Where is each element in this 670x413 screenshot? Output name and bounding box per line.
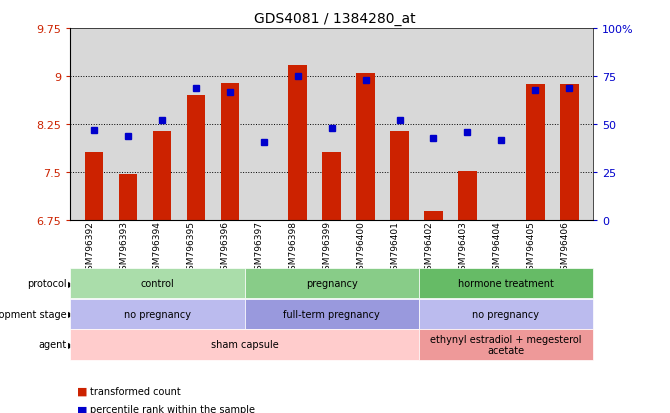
Text: GSM796395: GSM796395 bbox=[187, 221, 196, 276]
Bar bbox=[85, 152, 103, 221]
Text: full-term pregnancy: full-term pregnancy bbox=[283, 309, 380, 319]
Text: development stage: development stage bbox=[0, 309, 67, 319]
Text: GSM796398: GSM796398 bbox=[289, 221, 297, 276]
Text: GSM796393: GSM796393 bbox=[119, 221, 128, 276]
Bar bbox=[458, 172, 477, 221]
Text: no pregnancy: no pregnancy bbox=[472, 309, 539, 319]
Bar bbox=[119, 175, 137, 221]
Bar bbox=[560, 85, 578, 221]
Text: GSM796402: GSM796402 bbox=[425, 221, 433, 275]
Text: GSM796404: GSM796404 bbox=[492, 221, 501, 275]
Bar bbox=[288, 66, 307, 221]
Text: sham capsule: sham capsule bbox=[210, 339, 279, 350]
Text: protocol: protocol bbox=[27, 278, 67, 289]
Text: GSM796392: GSM796392 bbox=[85, 221, 94, 276]
Text: hormone treatment: hormone treatment bbox=[458, 278, 554, 289]
Text: GSM796400: GSM796400 bbox=[356, 221, 366, 276]
Text: percentile rank within the sample: percentile rank within the sample bbox=[90, 404, 255, 413]
Bar bbox=[153, 132, 172, 221]
Text: GSM796401: GSM796401 bbox=[391, 221, 399, 276]
Text: GSM796405: GSM796405 bbox=[526, 221, 535, 276]
Text: GSM796403: GSM796403 bbox=[458, 221, 468, 276]
Text: no pregnancy: no pregnancy bbox=[124, 309, 191, 319]
Text: agent: agent bbox=[39, 339, 67, 350]
Text: ▶: ▶ bbox=[68, 310, 74, 318]
Bar bbox=[356, 74, 375, 221]
Bar bbox=[322, 152, 341, 221]
Text: ■: ■ bbox=[77, 404, 88, 413]
Bar bbox=[492, 221, 511, 225]
Text: GSM796396: GSM796396 bbox=[221, 221, 230, 276]
Text: GSM796397: GSM796397 bbox=[255, 221, 264, 276]
Text: transformed count: transformed count bbox=[90, 386, 181, 396]
Bar bbox=[220, 83, 239, 221]
Text: GSM796406: GSM796406 bbox=[560, 221, 570, 276]
Text: ▶: ▶ bbox=[68, 279, 74, 288]
Text: GSM796394: GSM796394 bbox=[153, 221, 162, 276]
Text: ethynyl estradiol + megesterol
acetate: ethynyl estradiol + megesterol acetate bbox=[430, 334, 582, 356]
Text: GDS4081 / 1384280_at: GDS4081 / 1384280_at bbox=[254, 12, 416, 26]
Text: ▶: ▶ bbox=[68, 340, 74, 349]
Text: GSM796399: GSM796399 bbox=[323, 221, 332, 276]
Bar bbox=[255, 221, 273, 225]
Text: ■: ■ bbox=[77, 386, 88, 396]
Text: control: control bbox=[141, 278, 174, 289]
Bar bbox=[186, 95, 205, 221]
Bar bbox=[390, 132, 409, 221]
Text: pregnancy: pregnancy bbox=[306, 278, 358, 289]
Bar bbox=[526, 85, 545, 221]
Bar bbox=[424, 211, 443, 221]
